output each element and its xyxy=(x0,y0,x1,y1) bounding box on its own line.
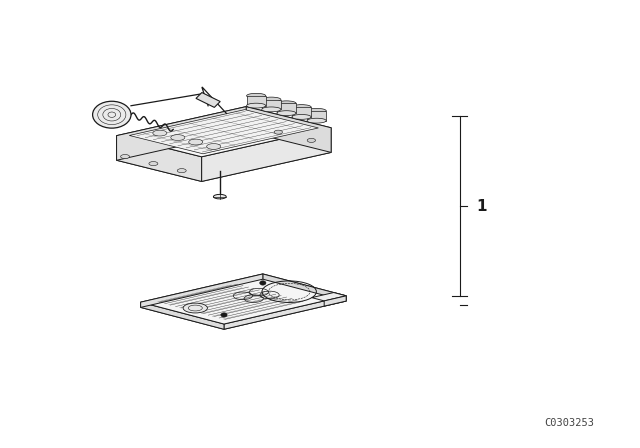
Ellipse shape xyxy=(307,108,326,113)
Ellipse shape xyxy=(292,115,311,119)
Ellipse shape xyxy=(183,303,207,313)
Ellipse shape xyxy=(292,105,311,109)
Polygon shape xyxy=(196,93,220,108)
Ellipse shape xyxy=(120,155,129,159)
Ellipse shape xyxy=(213,194,226,199)
Ellipse shape xyxy=(177,168,186,172)
Polygon shape xyxy=(307,111,326,121)
Polygon shape xyxy=(141,279,346,329)
Ellipse shape xyxy=(207,143,221,149)
Polygon shape xyxy=(116,107,331,157)
Polygon shape xyxy=(116,136,202,181)
Ellipse shape xyxy=(307,138,316,142)
Ellipse shape xyxy=(277,111,296,116)
Polygon shape xyxy=(292,107,311,117)
Polygon shape xyxy=(202,128,331,181)
Ellipse shape xyxy=(262,107,281,112)
Circle shape xyxy=(93,101,131,128)
Polygon shape xyxy=(263,274,346,301)
Polygon shape xyxy=(116,131,331,181)
Ellipse shape xyxy=(307,118,326,123)
Ellipse shape xyxy=(149,162,158,166)
Circle shape xyxy=(221,313,227,317)
Ellipse shape xyxy=(262,97,281,102)
Ellipse shape xyxy=(277,101,296,106)
Polygon shape xyxy=(277,103,296,113)
Text: C0303253: C0303253 xyxy=(545,418,595,428)
Polygon shape xyxy=(141,302,224,329)
Text: 1: 1 xyxy=(477,198,487,214)
Ellipse shape xyxy=(153,130,167,136)
Ellipse shape xyxy=(274,130,282,134)
Polygon shape xyxy=(129,110,319,154)
Polygon shape xyxy=(246,96,266,106)
Polygon shape xyxy=(246,107,331,152)
Polygon shape xyxy=(312,293,346,301)
Polygon shape xyxy=(262,99,281,109)
Polygon shape xyxy=(324,296,346,306)
Ellipse shape xyxy=(171,135,185,141)
Ellipse shape xyxy=(189,139,203,145)
Ellipse shape xyxy=(246,103,266,108)
Polygon shape xyxy=(141,274,263,307)
Polygon shape xyxy=(141,274,346,324)
Circle shape xyxy=(260,281,266,285)
Polygon shape xyxy=(224,296,346,329)
Ellipse shape xyxy=(246,93,266,98)
Polygon shape xyxy=(116,107,246,160)
